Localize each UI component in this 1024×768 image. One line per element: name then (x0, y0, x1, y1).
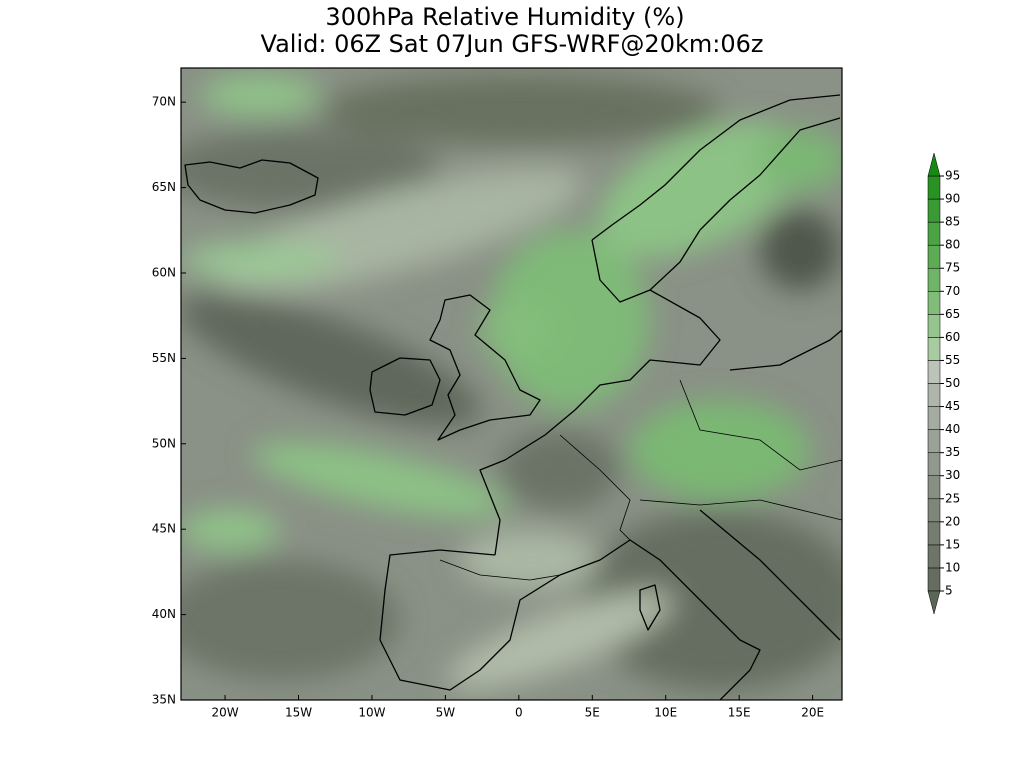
colorbar-label: 10 (945, 560, 960, 574)
colorbar-box (927, 198, 941, 223)
y-tick-label: 65N (152, 180, 176, 194)
colorbar-label: 80 (945, 238, 960, 252)
colorbar-box (927, 498, 941, 523)
colorbar-label: 40 (945, 422, 960, 436)
colorbar-label: 55 (945, 353, 960, 367)
colorbar-label: 75 (945, 261, 960, 275)
colorbar-label: 25 (945, 491, 960, 505)
y-tick-label: 55N (152, 351, 176, 365)
colorbar-label: 95 (945, 169, 960, 183)
colorbar-box (927, 406, 941, 430)
colorbar-box (927, 360, 941, 384)
colorbar-box (927, 337, 941, 361)
colorbar-box (927, 544, 941, 569)
colorbar-box (927, 452, 941, 476)
humidity-field (181, 68, 842, 700)
colorbar-box (927, 244, 941, 269)
map-title: 300hPa Relative Humidity (%) (325, 3, 684, 31)
colorbar-label: 20 (945, 514, 960, 528)
x-tick-label: 20W (211, 706, 238, 720)
x-tick-label: 20E (801, 706, 824, 720)
colorbar-box (927, 267, 941, 292)
x-tick-label: 15W (285, 706, 312, 720)
colorbar-low-arrow (927, 590, 941, 615)
colorbar-label: 65 (945, 307, 960, 321)
x-tick-label: 5E (585, 706, 600, 720)
x-tick-label: 10E (654, 706, 677, 720)
colorbar-box (927, 521, 941, 546)
map-subtitle: Valid: 06Z Sat 07Jun GFS-WRF@20km:06z (261, 30, 764, 58)
y-tick-label: 35N (152, 693, 176, 707)
colorbar-box (927, 475, 941, 500)
colorbar-label: 45 (945, 399, 960, 413)
colorbar-high-arrow (927, 152, 941, 177)
map-frame (180, 67, 843, 701)
y-tick-label: 45N (152, 522, 176, 536)
colorbar-box (927, 429, 941, 453)
colorbar-label: 30 (945, 468, 960, 482)
colorbar-box (927, 221, 941, 246)
colorbar-label: 5 (945, 584, 953, 598)
colorbar: 5 10 15 20 25 30 35 40 45 50 55 60 65 70 75 80 85 90 95 (927, 152, 960, 615)
colorbar-label: 60 (945, 330, 960, 344)
y-tick-label: 50N (152, 436, 176, 450)
y-tick-label: 70N (152, 95, 176, 109)
x-tick-label: 5W (436, 706, 456, 720)
colorbar-label: 50 (945, 376, 960, 390)
colorbar-box (927, 383, 941, 407)
x-tick-label: 0 (515, 706, 523, 720)
colorbar-label: 70 (945, 284, 960, 298)
colorbar-box (927, 314, 941, 338)
colorbar-label: 90 (945, 192, 960, 206)
axes: 20W 15W 10W 5W 0 5E 10E 15E 20E 35N 40N 45N 50N 55N 60… (152, 95, 824, 720)
colorbar-label: 35 (945, 445, 960, 459)
colorbar-box (927, 291, 941, 315)
y-tick-label: 60N (152, 265, 176, 279)
colorbar-box (927, 567, 941, 592)
y-tick-label: 40N (152, 607, 176, 621)
x-tick-label: 10W (358, 706, 385, 720)
colorbar-box (927, 175, 941, 200)
x-tick-label: 15E (728, 706, 751, 720)
colorbar-label: 85 (945, 215, 960, 229)
colorbar-label: 15 (945, 537, 960, 551)
